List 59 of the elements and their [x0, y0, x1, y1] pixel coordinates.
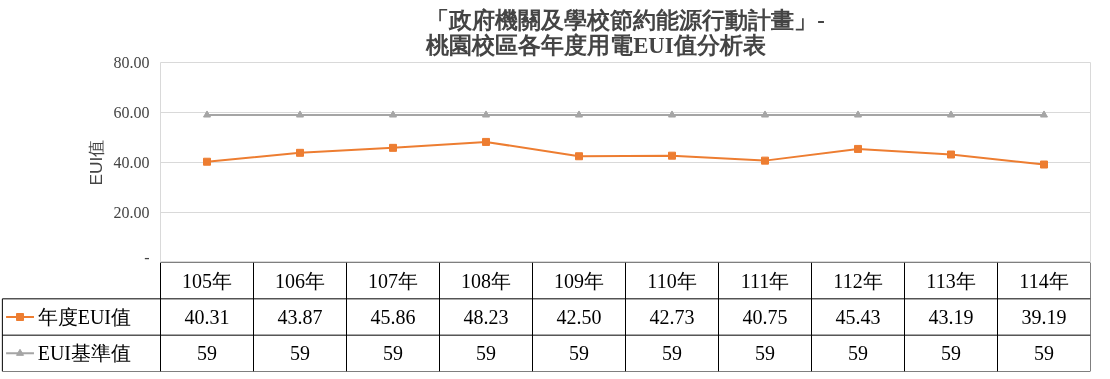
data-label: 59 — [1034, 342, 1054, 365]
data-label: 43.87 — [277, 306, 323, 328]
data-label: 59 — [476, 342, 496, 365]
point — [575, 152, 583, 161]
x-tick-label: 105年 — [182, 269, 232, 292]
y-tick-label: 60.00 — [113, 104, 150, 121]
data-label: 59 — [662, 342, 682, 365]
point — [947, 110, 955, 118]
data-label: 40.31 — [184, 306, 230, 328]
x-tick-label: 108年 — [461, 269, 511, 292]
x-tick-label: 113年 — [926, 269, 976, 292]
point — [203, 157, 211, 166]
data-label: 59 — [755, 342, 775, 365]
x-tick-label: 110年 — [647, 269, 697, 292]
y-axis-title: EUI值 — [85, 139, 106, 186]
point — [947, 150, 955, 159]
point — [761, 110, 769, 118]
data-label: 48.23 — [463, 306, 509, 328]
point — [1040, 160, 1048, 169]
point — [575, 110, 583, 118]
chart-title: 「政府機關及學校節約能源行動計畫」- 桃園校區各年度用電EUI值分析表 — [425, 6, 825, 58]
data-label: 45.43 — [835, 306, 881, 328]
data-label: 59 — [941, 342, 961, 365]
y-tick-label: 40.00 — [113, 154, 150, 171]
point — [854, 110, 862, 118]
data-label: 59 — [197, 342, 217, 365]
point — [1040, 110, 1048, 118]
x-tick-label: 109年 — [554, 269, 604, 292]
data-label: 43.19 — [928, 306, 974, 328]
point — [296, 148, 304, 157]
point — [668, 110, 676, 118]
x-tick-label: 111年 — [740, 269, 790, 292]
point — [203, 110, 211, 118]
point — [761, 156, 769, 165]
data-label: 45.86 — [370, 306, 416, 328]
data-label: 42.50 — [556, 306, 602, 328]
data-label: 39.19 — [1021, 306, 1067, 328]
point — [296, 110, 304, 118]
legend-label: 年度EUI值 — [37, 306, 132, 328]
point — [668, 151, 676, 160]
data-label: 42.73 — [649, 306, 695, 328]
data-label: 59 — [569, 342, 589, 365]
legend-label: EUI基準值 — [37, 342, 132, 365]
x-tick-label: 114年 — [1019, 269, 1069, 292]
y-tick-label: 20.00 — [113, 204, 150, 221]
data-label: 59 — [383, 342, 403, 365]
point — [389, 143, 397, 152]
data-label: 40.75 — [742, 306, 788, 328]
point — [482, 110, 490, 118]
point — [389, 110, 397, 118]
x-tick-label: 112年 — [833, 269, 883, 292]
x-tick-label: 106年 — [275, 269, 325, 292]
y-tick-label: - — [144, 248, 150, 266]
point — [854, 144, 862, 153]
y-tick-label: 80.00 — [113, 54, 150, 71]
x-tick-label: 107年 — [368, 269, 418, 292]
data-label: 59 — [290, 342, 310, 365]
point — [482, 137, 490, 146]
data-label: 59 — [848, 342, 868, 365]
